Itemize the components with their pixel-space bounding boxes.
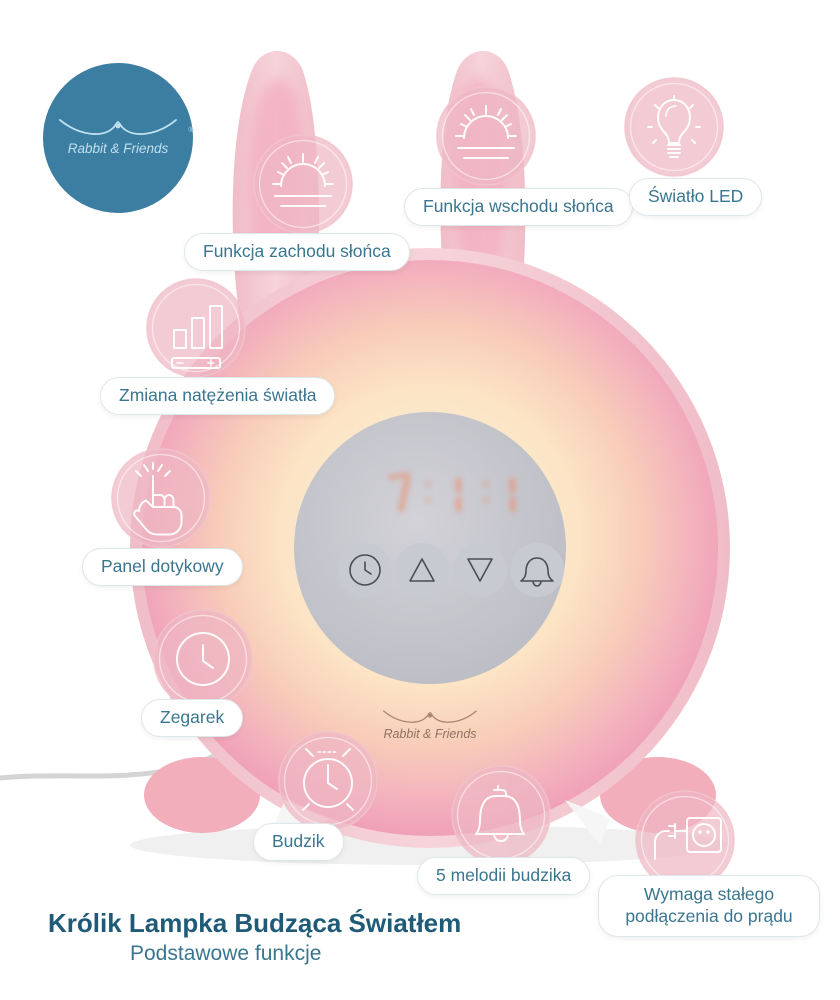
svg-text:®: ® xyxy=(188,126,194,134)
svg-text:Rabbit & Friends: Rabbit & Friends xyxy=(68,141,169,156)
